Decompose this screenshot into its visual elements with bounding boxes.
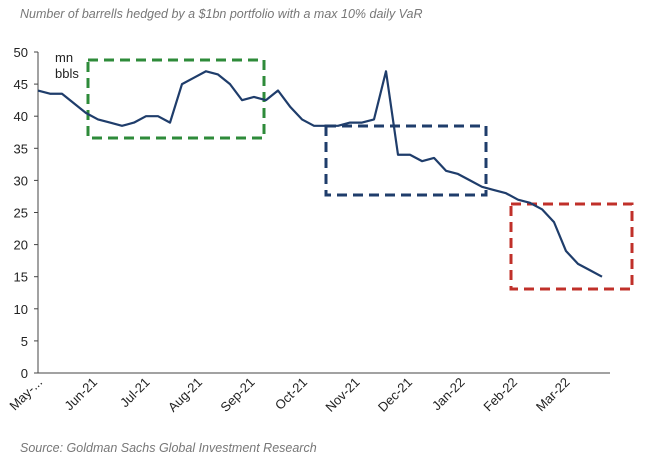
x-tick-label: Jan-22: [429, 375, 468, 414]
source-note: Source: Goldman Sachs Global Investment …: [20, 441, 317, 455]
y-tick-label: 35: [14, 141, 28, 156]
y-tick-label: 15: [14, 270, 28, 285]
y-tick-label: 45: [14, 77, 28, 92]
y-tick-label: 40: [14, 109, 28, 124]
x-tick-label: Dec-21: [375, 375, 415, 415]
highlight-box: [509, 202, 634, 291]
highlight-box: [324, 124, 488, 197]
y-tick-label: 20: [14, 238, 28, 253]
data-line: [37, 70, 603, 278]
y-tick-label: 10: [14, 302, 28, 317]
y-tick-label: 0: [21, 366, 28, 381]
x-tick-label: Nov-21: [322, 375, 362, 415]
chart-title: Number of barrells hedged by a $1bn port…: [20, 7, 423, 21]
y-tick-label: 5: [21, 334, 28, 349]
y-tick-label: 30: [14, 173, 28, 188]
unit-label: bbls: [55, 66, 79, 81]
x-tick-label: Jul-21: [117, 375, 153, 411]
x-tick-label: Sep-21: [217, 375, 257, 415]
highlight-box: [86, 58, 266, 140]
x-tick-label: Aug-21: [165, 375, 205, 415]
x-tick-label: Oct-21: [272, 375, 310, 413]
y-tick-label: 25: [14, 206, 28, 221]
x-tick-label: Mar-22: [533, 375, 573, 415]
unit-label: mn: [55, 50, 73, 65]
y-tick-label: 50: [14, 45, 28, 60]
x-tick-label: Jun-21: [61, 375, 100, 414]
x-tick-label: Feb-22: [480, 375, 520, 415]
